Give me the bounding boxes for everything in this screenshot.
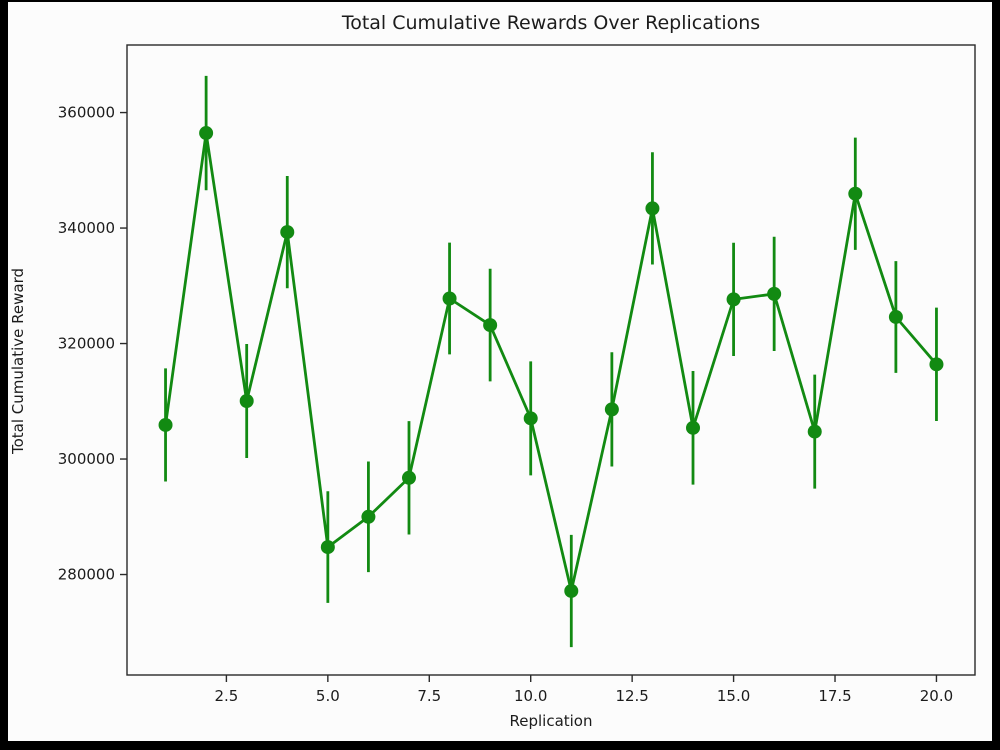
y-tick-label: 300000 — [58, 450, 115, 468]
data-point — [645, 201, 660, 216]
x-tick-label: 7.5 — [417, 687, 441, 705]
data-point — [361, 509, 376, 524]
chart-title: Total Cumulative Rewards Over Replicatio… — [341, 12, 761, 34]
y-tick-label: 360000 — [58, 104, 115, 122]
data-point — [401, 470, 416, 485]
figure: Total Cumulative Rewards Over Replicatio… — [8, 2, 992, 741]
plot-border — [126, 44, 976, 676]
data-point — [158, 417, 173, 432]
data-point — [523, 411, 538, 426]
data-point — [483, 318, 498, 333]
data-point — [280, 225, 295, 240]
data-point — [767, 286, 782, 301]
data-point — [239, 393, 254, 408]
data-point — [564, 583, 579, 598]
data-point — [199, 126, 214, 141]
x-tick-label: 15.0 — [717, 687, 750, 705]
x-tick-label: 12.5 — [615, 687, 648, 705]
data-point — [726, 292, 741, 307]
data-point — [604, 402, 619, 417]
x-tick-label: 20.0 — [920, 687, 953, 705]
data-point — [888, 309, 903, 324]
data-point — [442, 291, 457, 306]
chart-svg: 280000 300000 320000 340000 360000 2.5 5.0 7.5 1… — [58, 44, 976, 705]
data-point — [807, 424, 822, 439]
data-line — [164, 131, 938, 593]
y-tick-label: 320000 — [58, 335, 115, 353]
x-tick-label: 2.5 — [214, 687, 238, 705]
data-point — [848, 186, 863, 201]
data-point — [929, 357, 944, 372]
x-tick-label: 10.0 — [514, 687, 547, 705]
data-point — [686, 420, 701, 435]
x-tick-label: 5.0 — [316, 687, 340, 705]
data-point — [320, 540, 335, 555]
x-tick-label: 17.5 — [818, 687, 851, 705]
y-tick-label: 340000 — [58, 219, 115, 237]
y-tick-label: 280000 — [58, 566, 115, 584]
y-axis-label: Total Cumulative Reward — [9, 267, 27, 455]
x-axis-label: Replication — [509, 712, 593, 730]
